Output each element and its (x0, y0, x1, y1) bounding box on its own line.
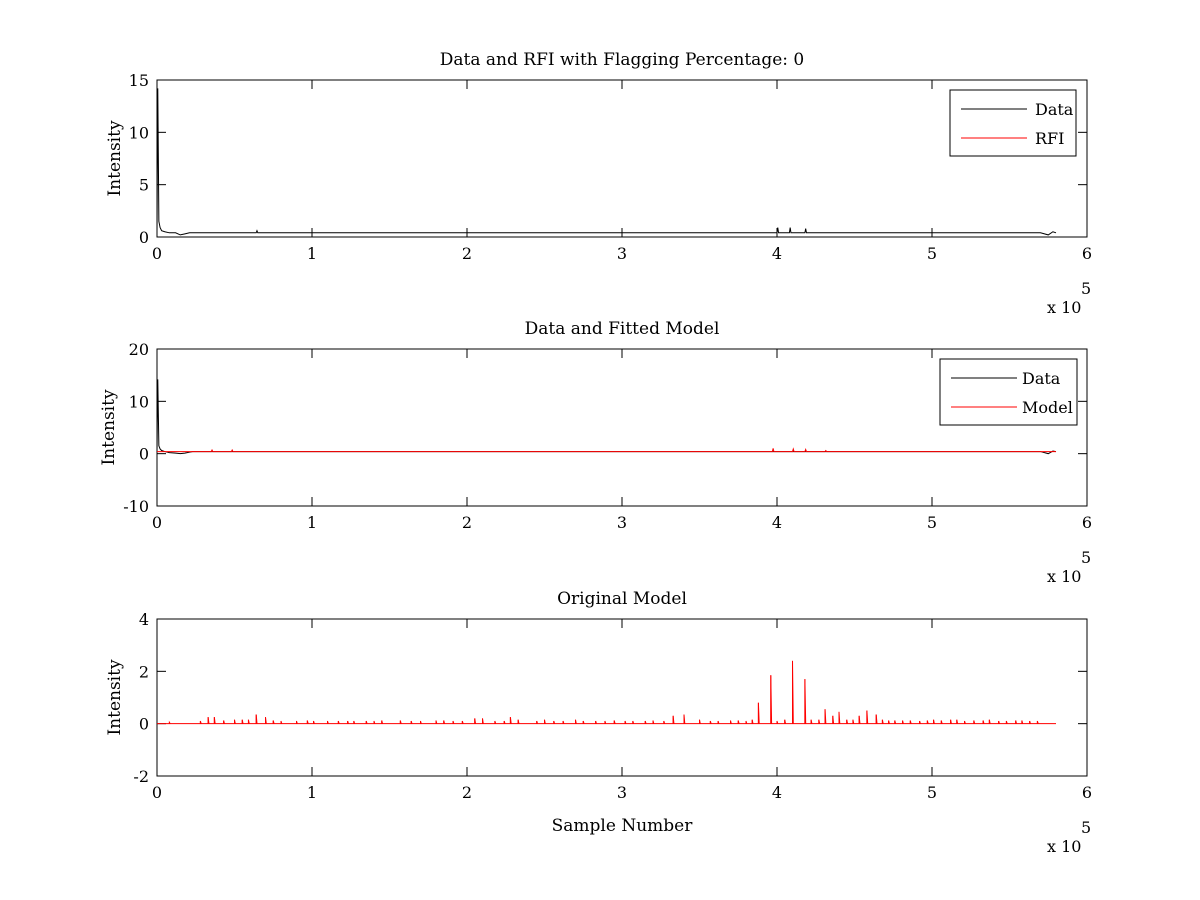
x-multiplier-exponent: 5 (1081, 818, 1091, 837)
y-axis-label: Intensity (105, 659, 125, 735)
y-tick-label: 10 (129, 123, 149, 142)
x-tick-label: 6 (1082, 783, 1092, 802)
x-tick-label: 2 (462, 513, 472, 532)
legend-label: Data (1035, 100, 1074, 119)
y-tick-label: 4 (139, 610, 149, 629)
plot-area (156, 348, 1088, 507)
y-tick-label: 0 (139, 228, 149, 247)
chart-title: Original Model (557, 589, 687, 609)
y-tick-label: 0 (139, 715, 149, 734)
x-tick-label: 5 (927, 783, 937, 802)
legend-label: Data (1022, 369, 1061, 388)
y-tick-label: 15 (129, 71, 149, 90)
x-tick-label: 3 (617, 783, 627, 802)
chart-title: Data and RFI with Flagging Percentage: 0 (440, 50, 804, 70)
plot-area (156, 618, 1088, 777)
x-tick-label: 4 (772, 783, 782, 802)
plot-area (156, 79, 1088, 238)
x-tick-label: 1 (307, 244, 317, 263)
chart-title: Data and Fitted Model (525, 319, 720, 339)
y-tick-label: 0 (139, 445, 149, 464)
x-tick-label: 3 (617, 513, 627, 532)
x-tick-label: 5 (927, 244, 937, 263)
x-multiplier: x 10 (1047, 298, 1081, 317)
x-multiplier-exponent: 5 (1081, 548, 1091, 567)
y-tick-label: 2 (139, 662, 149, 681)
y-axis-label: Intensity (105, 120, 125, 196)
x-axis-label: Sample Number (552, 816, 694, 836)
x-tick-label: 1 (307, 783, 317, 802)
legend-box (949, 89, 1077, 157)
x-tick-label: 1 (307, 513, 317, 532)
y-tick-label: 10 (129, 392, 149, 411)
y-axis-label: Intensity (99, 389, 119, 465)
legend: Data Model (939, 358, 1078, 426)
x-tick-label: 0 (152, 244, 162, 263)
y-tick-label: -10 (123, 497, 149, 516)
x-tick-label: 0 (152, 783, 162, 802)
x-tick-label: 4 (772, 244, 782, 263)
y-tick-label: -2 (133, 767, 149, 786)
series-data-line (156, 88, 1057, 236)
y-tick-label: 20 (129, 340, 149, 359)
series-data-line (156, 379, 1057, 455)
legend: Data RFI (949, 89, 1077, 157)
x-tick-label: 2 (462, 783, 472, 802)
legend-box (939, 358, 1078, 426)
x-multiplier-exponent: 5 (1081, 279, 1091, 298)
x-multiplier: x 10 (1047, 567, 1081, 586)
x-tick-label: 0 (152, 513, 162, 532)
legend-label: Model (1022, 398, 1073, 417)
x-tick-label: 6 (1082, 513, 1092, 532)
x-tick-label: 4 (772, 513, 782, 532)
x-tick-label: 6 (1082, 244, 1092, 263)
x-tick-label: 5 (927, 513, 937, 532)
x-tick-label: 3 (617, 244, 627, 263)
y-tick-label: 5 (139, 176, 149, 195)
series-model-line (157, 447, 1056, 453)
x-multiplier: x 10 (1047, 837, 1081, 856)
x-tick-label: 2 (462, 244, 472, 263)
legend-label: RFI (1035, 129, 1064, 148)
